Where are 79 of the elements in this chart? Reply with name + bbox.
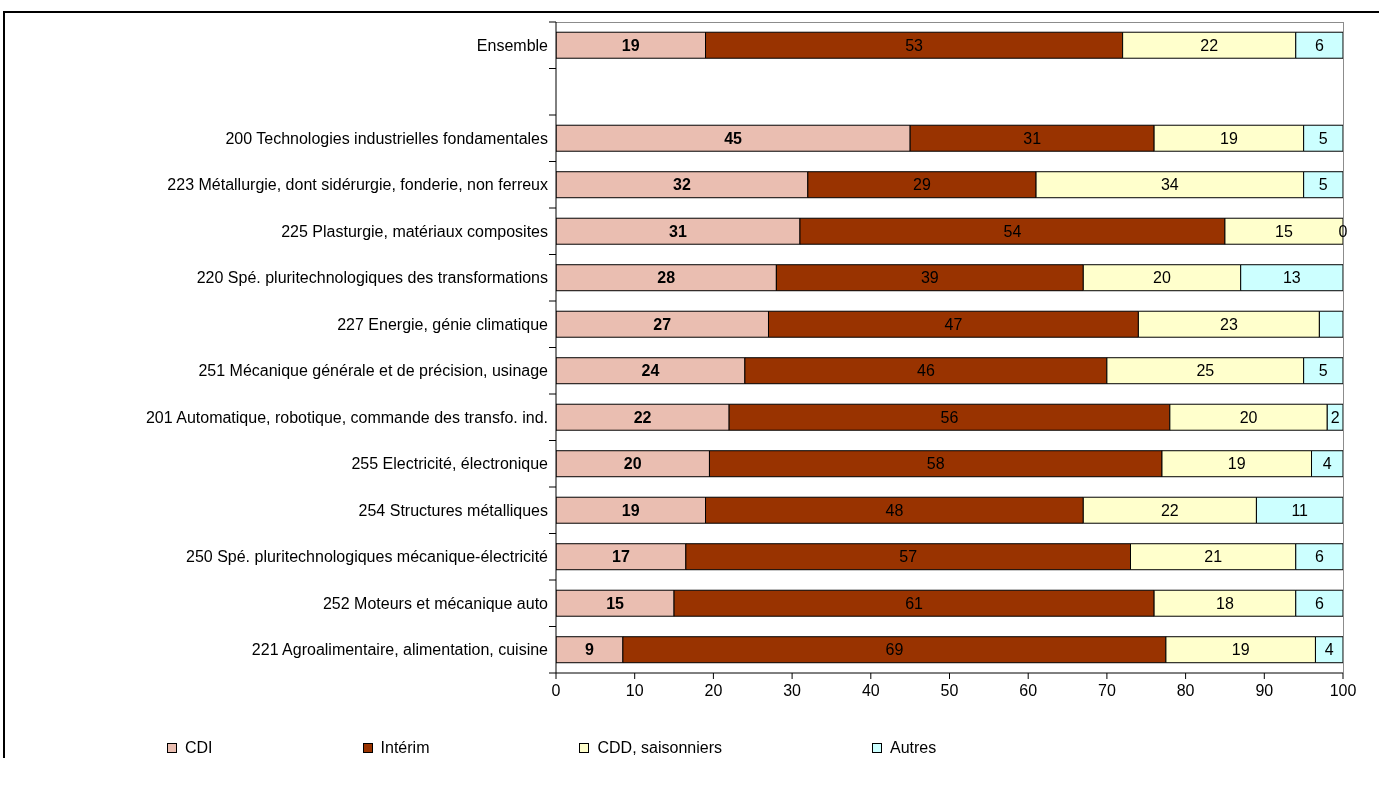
- data-label: 25: [1196, 362, 1215, 380]
- data-label: 32: [673, 176, 691, 194]
- y-tick-label: 200 Technologies industrielles fondamentales: [225, 129, 548, 147]
- legend-label: Intérim: [380, 739, 430, 757]
- data-label: 20: [623, 455, 642, 473]
- data-label: 46: [916, 362, 935, 380]
- data-label: 47: [944, 315, 963, 333]
- data-label: 57: [899, 548, 918, 566]
- y-tick-label: 225 Plasturgie, matériaux composites: [281, 222, 548, 240]
- legend-label: Autres: [889, 739, 937, 757]
- data-label: 54: [1003, 222, 1022, 240]
- data-label: 19: [1219, 129, 1238, 147]
- data-label: 48: [885, 501, 904, 519]
- data-label: 22: [1160, 501, 1179, 519]
- data-label: 0: [1338, 222, 1348, 240]
- x-tick-label: 10: [625, 682, 644, 700]
- data-label: 31: [669, 222, 687, 240]
- data-label: 31: [1023, 129, 1042, 147]
- data-label: 13: [1282, 269, 1301, 287]
- x-tick-label: 90: [1255, 682, 1274, 700]
- data-label: 17: [612, 548, 630, 566]
- y-tick-label: 252 Moteurs et mécanique auto: [322, 594, 549, 612]
- x-tick-label: 30: [783, 682, 802, 700]
- y-tick-label: 251 Mécanique générale et de précision, usinage: [198, 362, 549, 380]
- y-tick-label: 254 Structures métalliques: [358, 501, 548, 519]
- y-tick-label: 220 Spé. pluritechnologiques des transformations: [196, 269, 548, 287]
- data-label: 9: [584, 641, 594, 659]
- data-label: 6: [1314, 594, 1324, 612]
- data-label: 11: [1291, 501, 1309, 519]
- data-label: 21: [1204, 548, 1223, 566]
- data-label: 22: [1200, 36, 1219, 54]
- data-label: 4: [1322, 455, 1332, 473]
- data-label: 20: [1153, 269, 1171, 287]
- data-label: 27: [653, 315, 672, 333]
- data-label: 23: [1219, 315, 1238, 333]
- x-tick-label: 40: [861, 682, 880, 700]
- data-label: 19: [621, 501, 640, 519]
- x-tick-label: 50: [940, 682, 959, 700]
- y-tick-label: 250 Spé. pluritechnologiques mécanique-électricité: [186, 548, 549, 566]
- data-label: 28: [657, 269, 676, 287]
- data-label: 39: [920, 269, 939, 287]
- data-label: 19: [1227, 455, 1246, 473]
- data-label: 15: [1275, 222, 1293, 240]
- x-tick-label: 60: [1019, 682, 1038, 700]
- x-tick-label: 80: [1176, 682, 1195, 700]
- data-label: 53: [905, 36, 924, 54]
- y-tick-label: 221 Agroalimentaire, alimentation, cuisine: [251, 641, 549, 659]
- y-tick-label: 223 Métallurgie, dont sidérurgie, fonderie, non ferreux: [167, 176, 548, 194]
- x-tick-label: 100: [1329, 682, 1357, 700]
- data-label: 20: [1239, 408, 1258, 426]
- data-label: 19: [1231, 641, 1250, 659]
- data-label: 5: [1318, 362, 1328, 380]
- x-tick-label: 0: [551, 682, 561, 700]
- data-label: 61: [905, 594, 924, 612]
- legend-label: CDD, saisonniers: [597, 739, 722, 757]
- data-label: 4: [1324, 641, 1334, 659]
- data-label: 5: [1318, 129, 1328, 147]
- data-label: 45: [724, 129, 743, 147]
- y-tick-label: 255 Electricité, électronique: [351, 455, 549, 473]
- data-label: 6: [1314, 548, 1324, 566]
- data-label: 2: [1330, 408, 1340, 426]
- x-tick-label: 70: [1098, 682, 1116, 700]
- x-tick-label: 20: [704, 682, 723, 700]
- y-tick-label: 227 Energie, génie climatique: [337, 315, 549, 333]
- y-tick-label: Ensemble: [476, 36, 549, 54]
- data-label: 5: [1318, 176, 1328, 194]
- data-label: 56: [940, 408, 959, 426]
- data-label: 58: [926, 455, 945, 473]
- data-label: 69: [885, 641, 904, 659]
- data-label: 19: [621, 36, 640, 54]
- data-label: 24: [641, 362, 660, 380]
- data-label: 29: [913, 176, 931, 194]
- data-label: 22: [633, 408, 652, 426]
- data-label: 6: [1314, 36, 1324, 54]
- y-tick-label: 201 Automatique, robotique, commande des transfo. ind.: [145, 408, 548, 426]
- legend-label: CDI: [185, 739, 213, 757]
- data-label: 34: [1160, 176, 1179, 194]
- data-label: 15: [606, 594, 625, 612]
- data-label: 18: [1216, 594, 1234, 612]
